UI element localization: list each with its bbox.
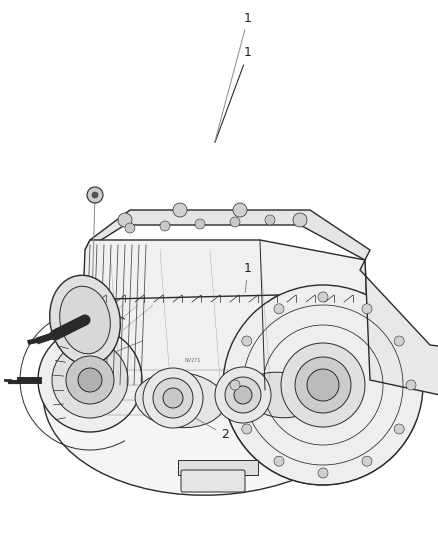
Circle shape	[223, 285, 423, 485]
Ellipse shape	[60, 286, 110, 354]
Polygon shape	[85, 210, 370, 260]
Circle shape	[234, 386, 252, 404]
Circle shape	[225, 377, 261, 413]
Circle shape	[293, 213, 307, 227]
Circle shape	[295, 357, 351, 413]
Circle shape	[318, 292, 328, 302]
Ellipse shape	[135, 373, 225, 427]
FancyBboxPatch shape	[181, 470, 245, 492]
Circle shape	[92, 192, 98, 198]
Circle shape	[281, 343, 365, 427]
Circle shape	[160, 221, 170, 231]
Circle shape	[125, 223, 135, 233]
Circle shape	[307, 369, 339, 401]
Text: 1: 1	[244, 262, 252, 292]
Circle shape	[265, 215, 275, 225]
Circle shape	[230, 217, 240, 227]
Text: 4: 4	[88, 198, 96, 306]
Ellipse shape	[245, 372, 315, 418]
Polygon shape	[360, 260, 438, 395]
Circle shape	[362, 304, 372, 314]
Text: 1: 1	[215, 46, 252, 142]
Text: 2: 2	[192, 416, 229, 441]
Circle shape	[195, 219, 205, 229]
Circle shape	[87, 187, 103, 203]
Circle shape	[233, 203, 247, 217]
Circle shape	[406, 380, 416, 390]
Circle shape	[394, 424, 404, 434]
Text: NV271: NV271	[185, 358, 201, 362]
Circle shape	[318, 468, 328, 478]
Circle shape	[173, 203, 187, 217]
Circle shape	[230, 380, 240, 390]
Text: 3: 3	[103, 341, 142, 361]
Circle shape	[274, 304, 284, 314]
Polygon shape	[178, 460, 258, 475]
Circle shape	[362, 456, 372, 466]
Circle shape	[78, 368, 102, 392]
Circle shape	[153, 378, 193, 418]
Text: 1: 1	[215, 12, 252, 142]
Polygon shape	[80, 240, 370, 390]
Ellipse shape	[49, 275, 120, 365]
Circle shape	[52, 342, 128, 418]
Circle shape	[274, 456, 284, 466]
Circle shape	[215, 367, 271, 423]
Circle shape	[118, 213, 132, 227]
Circle shape	[38, 328, 142, 432]
Ellipse shape	[43, 285, 383, 495]
Circle shape	[394, 336, 404, 346]
Circle shape	[242, 336, 252, 346]
Circle shape	[66, 356, 114, 404]
Circle shape	[143, 368, 203, 428]
Circle shape	[242, 424, 252, 434]
Circle shape	[163, 388, 183, 408]
